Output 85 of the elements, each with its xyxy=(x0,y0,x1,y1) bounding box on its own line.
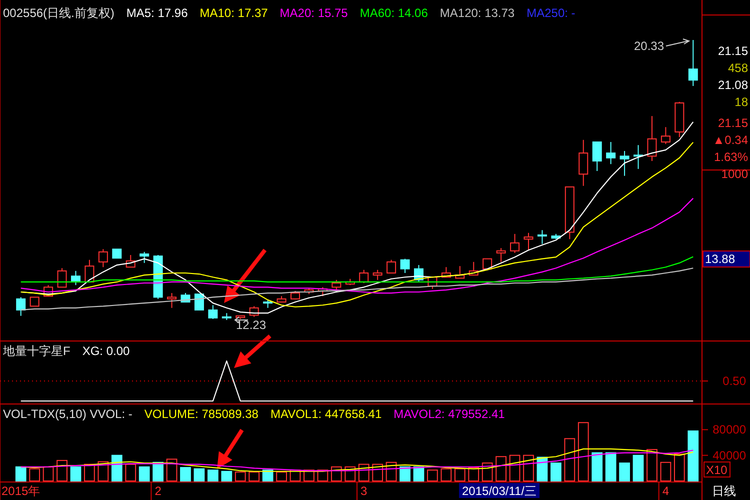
text: MA60: 14.06 xyxy=(360,6,428,20)
chart-title: VOL-TDX(5,10) VVOL: - xyxy=(3,407,132,421)
bar xyxy=(550,462,562,482)
text: X10 xyxy=(706,463,728,477)
bar xyxy=(400,466,410,482)
x-tick-label: 2 xyxy=(154,484,162,498)
chart-title: 地量十字星F xyxy=(2,344,70,358)
bar xyxy=(454,468,466,482)
bar xyxy=(468,467,480,482)
candlestick xyxy=(537,230,547,244)
bar xyxy=(84,464,95,482)
bar xyxy=(482,462,493,482)
bar xyxy=(632,454,644,482)
bar xyxy=(674,454,685,482)
bar xyxy=(234,472,246,482)
bar xyxy=(166,458,178,482)
bar xyxy=(125,464,136,482)
candlestick xyxy=(688,40,698,86)
bar xyxy=(111,454,122,482)
bar xyxy=(304,470,314,482)
bar xyxy=(619,462,630,482)
bar xyxy=(386,462,397,482)
bar xyxy=(56,460,68,482)
y-tick-label: 40000 xyxy=(712,448,746,462)
text: MA5: 17.96 xyxy=(126,6,188,20)
text: 21.15 xyxy=(718,44,748,58)
bar xyxy=(15,466,26,482)
candlestick xyxy=(496,248,506,262)
bar xyxy=(372,464,384,482)
bar xyxy=(564,438,576,482)
bar xyxy=(660,462,672,482)
text: 1000 xyxy=(721,167,748,181)
text: 18 xyxy=(734,95,748,109)
bar xyxy=(358,464,370,482)
x-tick-label: 4 xyxy=(662,484,670,498)
text: 1.63% xyxy=(714,150,748,164)
annotation: 20.33 xyxy=(634,39,664,53)
bar xyxy=(70,466,82,482)
text: 21.15 xyxy=(718,116,748,130)
text: 2015/03/11/三 xyxy=(462,484,537,498)
annotation: VOLUME: 785089.38 xyxy=(144,407,259,421)
ref-line-label: 0.50 xyxy=(722,374,746,388)
x-tick-label: 3 xyxy=(360,484,368,498)
text: 13.88 xyxy=(705,252,736,266)
bar xyxy=(344,466,356,482)
chart-title: 002556(日线.前复权) xyxy=(3,6,114,20)
text: XG: 0.00 xyxy=(82,344,130,358)
bar xyxy=(440,468,452,482)
bar xyxy=(248,472,260,482)
bar xyxy=(592,452,603,482)
bar xyxy=(427,470,438,482)
candlestick xyxy=(647,116,657,162)
bar xyxy=(208,470,218,482)
bar xyxy=(262,470,274,482)
bar xyxy=(523,454,534,482)
bar xyxy=(98,461,109,482)
text: MAVOL2: 479552.41 xyxy=(394,407,506,421)
x-tick-label: 2015年 xyxy=(2,484,40,498)
annotation: 12.23 xyxy=(236,318,266,332)
bar xyxy=(276,472,287,482)
candlestick xyxy=(578,139,588,186)
bar xyxy=(578,422,589,482)
text: 458 xyxy=(728,61,748,75)
bar xyxy=(138,466,150,482)
bar xyxy=(509,454,520,482)
text: 日线 xyxy=(712,484,736,498)
bar xyxy=(496,456,506,482)
bar xyxy=(330,466,342,482)
text: MA10: 17.37 xyxy=(200,6,268,20)
bar xyxy=(29,468,40,482)
bar xyxy=(180,467,191,482)
bar xyxy=(194,468,205,482)
bar xyxy=(605,452,616,482)
bar xyxy=(317,470,328,482)
y-tick-label: 80000 xyxy=(712,422,746,437)
text: MA250: - xyxy=(526,6,576,20)
text: MA120: 13.73 xyxy=(440,6,515,20)
text: 21.08 xyxy=(718,78,748,92)
text: MAVOL1: 447658.41 xyxy=(270,407,382,421)
bar xyxy=(688,430,699,482)
text: ▲0.34 xyxy=(712,133,748,147)
bar xyxy=(221,470,232,482)
bar xyxy=(152,462,164,482)
bar xyxy=(646,449,658,482)
text: MA20: 15.75 xyxy=(280,6,348,20)
